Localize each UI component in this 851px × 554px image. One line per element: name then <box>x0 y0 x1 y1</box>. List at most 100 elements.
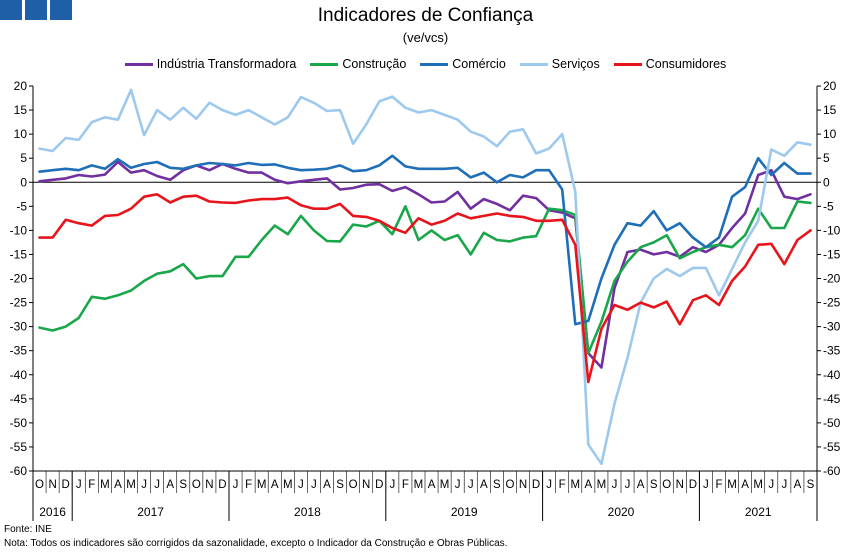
y-tick-label-right: -10 <box>823 223 841 237</box>
y-tick-label-left: -55 <box>10 440 28 454</box>
x-month-label: M <box>100 479 110 491</box>
x-month-label: J <box>154 479 160 491</box>
x-month-label: J <box>233 479 239 491</box>
series-line <box>38 193 812 384</box>
y-tick-label-left: -60 <box>10 464 28 478</box>
y-tick-label-right: 15 <box>823 103 837 117</box>
chart-subtitle: (ve/vcs) <box>402 30 449 45</box>
x-month-label: N <box>362 479 370 491</box>
y-tick-label-right: 10 <box>823 127 837 141</box>
legend-swatch <box>519 62 548 66</box>
x-month-label: M <box>753 479 763 491</box>
legend-label: Indústria Transformadora <box>156 57 297 71</box>
x-month-label: A <box>741 479 749 491</box>
x-month-label: F <box>715 479 722 491</box>
x-month-label: A <box>271 479 279 491</box>
x-month-label: F <box>245 479 252 491</box>
legend-label: Consumidores <box>645 57 727 71</box>
y-tick-label-right: -20 <box>823 272 841 286</box>
x-month-label: J <box>546 479 552 491</box>
y-tick-label-left: 10 <box>14 127 28 141</box>
x-month-label: J <box>625 479 631 491</box>
series-line <box>38 154 812 326</box>
x-month-label: N <box>205 479 213 491</box>
y-tick-label-right: -45 <box>823 392 841 406</box>
x-month-label: M <box>126 479 136 491</box>
y-tick-label-left: -45 <box>10 392 28 406</box>
legend-swatch <box>310 62 339 66</box>
y-tick-label-right: -40 <box>823 368 841 382</box>
y-tick-label-left: 15 <box>14 103 28 117</box>
chart-legend: Indústria Transformadora Construção Comérc… <box>0 57 851 71</box>
x-month-label: A <box>637 479 645 491</box>
ine-logo-icon <box>0 0 72 20</box>
y-tick-label-right: -35 <box>823 344 841 358</box>
source-note: Fonte: INE <box>4 524 52 535</box>
x-year-label: 2017 <box>137 505 164 519</box>
x-month-label: M <box>440 479 450 491</box>
legend-label: Comércio <box>452 57 506 71</box>
x-month-label: D <box>62 479 70 491</box>
y-tick-label-left: 0 <box>20 175 27 189</box>
x-month-label: O <box>192 479 201 491</box>
legend-item: Indústria Transformadora <box>124 57 297 71</box>
y-tick-label-left: -40 <box>10 368 28 382</box>
y-tick-label-left: -50 <box>10 416 28 430</box>
x-month-label: A <box>114 479 122 491</box>
legend-swatch <box>124 62 153 66</box>
x-year-label: 2016 <box>39 505 66 519</box>
y-tick-label-right: -50 <box>823 416 841 430</box>
x-month-label: D <box>375 479 383 491</box>
y-tick-label-right: -60 <box>823 464 841 478</box>
y-tick-label-right: -5 <box>823 199 834 213</box>
y-tick-label-left: -25 <box>10 296 28 310</box>
x-month-label: F <box>88 479 95 491</box>
x-month-label: M <box>727 479 737 491</box>
x-month-label: A <box>428 479 436 491</box>
x-month-label: M <box>570 479 580 491</box>
x-month-label: A <box>480 479 488 491</box>
x-month-label: J <box>781 479 787 491</box>
y-tick-label-left: -30 <box>10 320 28 334</box>
y-tick-label-right: -55 <box>823 440 841 454</box>
x-month-label: D <box>532 479 540 491</box>
x-month-label: S <box>493 479 501 491</box>
x-month-label: M <box>283 479 293 491</box>
x-month-label: J <box>298 479 304 491</box>
y-tick-label-right: 0 <box>823 175 830 189</box>
legend-item: Serviços <box>519 57 600 71</box>
x-month-label: S <box>179 479 187 491</box>
x-month-label: F <box>402 479 409 491</box>
logo-block <box>0 0 22 20</box>
x-month-label: A <box>323 479 331 491</box>
x-month-label: S <box>336 479 344 491</box>
x-month-label: M <box>257 479 267 491</box>
x-month-label: F <box>559 479 566 491</box>
x-month-label: N <box>676 479 684 491</box>
legend-item: Consumidores <box>613 57 727 71</box>
logo-block <box>25 0 47 20</box>
series-line <box>38 160 812 369</box>
x-year-label: 2019 <box>451 505 478 519</box>
x-month-label: N <box>48 479 56 491</box>
footnote: Nota: Todos os indicadores são corrigido… <box>4 538 508 549</box>
y-tick-label-left: -20 <box>10 272 28 286</box>
y-tick-label-left: -15 <box>10 247 28 261</box>
y-tick-label-left: -5 <box>16 199 27 213</box>
y-tick-label-left: 20 <box>14 79 28 93</box>
x-year-label: 2021 <box>745 505 772 519</box>
chart-title: Indicadores de Confiança <box>317 5 534 26</box>
y-tick-label-right: -15 <box>823 247 841 261</box>
x-month-label: D <box>218 479 226 491</box>
y-tick-label-left: 5 <box>20 151 27 165</box>
legend-item: Comércio <box>420 57 506 71</box>
y-tick-label-right: -30 <box>823 320 841 334</box>
x-month-label: D <box>689 479 697 491</box>
x-month-label: J <box>703 479 709 491</box>
logo-block <box>50 0 72 20</box>
x-month-label: A <box>166 479 174 491</box>
legend-item: Construção <box>310 57 406 71</box>
x-month-label: J <box>389 479 395 491</box>
x-month-label: M <box>414 479 424 491</box>
